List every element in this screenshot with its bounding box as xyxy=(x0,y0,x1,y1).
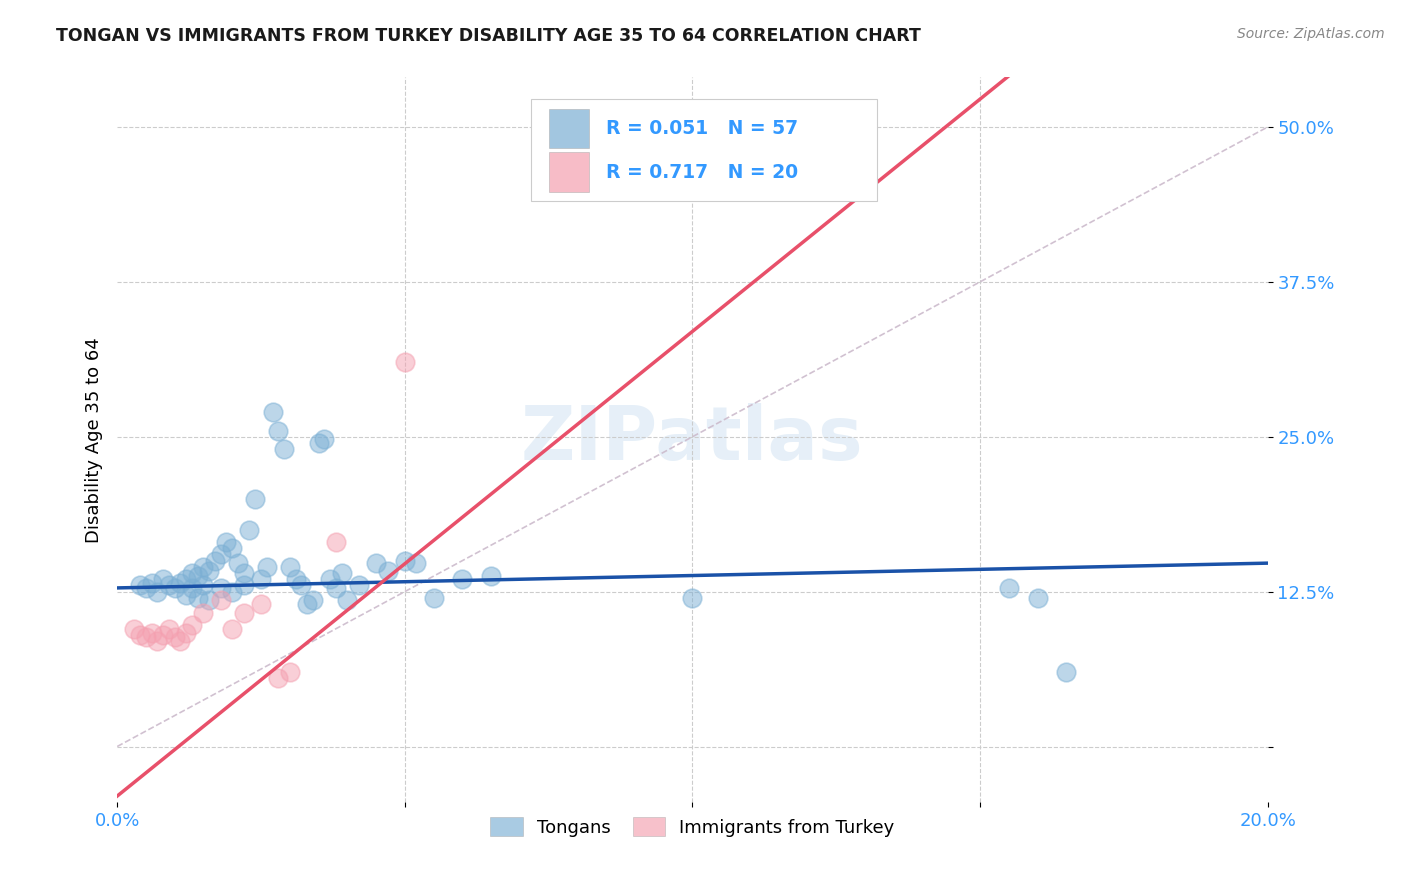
Bar xyxy=(548,153,589,192)
Bar xyxy=(548,109,589,148)
Legend: Tongans, Immigrants from Turkey: Tongans, Immigrants from Turkey xyxy=(482,810,901,844)
Point xyxy=(221,622,243,636)
Point xyxy=(135,581,157,595)
Point xyxy=(278,665,301,680)
Point xyxy=(394,355,416,369)
Point xyxy=(295,597,318,611)
Point xyxy=(157,622,180,636)
Point xyxy=(479,568,502,582)
Point xyxy=(301,593,323,607)
Point xyxy=(681,591,703,605)
Point xyxy=(347,578,370,592)
Point xyxy=(198,564,221,578)
Point xyxy=(157,578,180,592)
Point xyxy=(169,576,191,591)
Point xyxy=(325,581,347,595)
Point xyxy=(308,436,330,450)
Point xyxy=(129,628,152,642)
Point xyxy=(187,568,209,582)
Point xyxy=(319,572,342,586)
Point xyxy=(141,576,163,591)
Point xyxy=(215,535,238,549)
Point xyxy=(1026,591,1049,605)
Point xyxy=(181,581,204,595)
Point xyxy=(174,572,197,586)
Point xyxy=(152,572,174,586)
Text: Source: ZipAtlas.com: Source: ZipAtlas.com xyxy=(1237,27,1385,41)
Point xyxy=(193,578,215,592)
Point xyxy=(209,593,232,607)
Y-axis label: Disability Age 35 to 64: Disability Age 35 to 64 xyxy=(86,337,103,542)
Point xyxy=(221,584,243,599)
Point xyxy=(209,548,232,562)
Point xyxy=(232,606,254,620)
Point xyxy=(377,564,399,578)
Point xyxy=(284,572,307,586)
Point xyxy=(998,581,1021,595)
Point xyxy=(124,622,146,636)
Point xyxy=(232,578,254,592)
Point xyxy=(422,591,444,605)
Point xyxy=(204,554,226,568)
Point xyxy=(232,566,254,580)
Point xyxy=(262,405,284,419)
Text: R = 0.051   N = 57: R = 0.051 N = 57 xyxy=(606,119,799,138)
Point xyxy=(1054,665,1077,680)
Point xyxy=(394,554,416,568)
Point xyxy=(135,631,157,645)
Bar xyxy=(531,99,876,201)
Point xyxy=(273,442,295,457)
Text: TONGAN VS IMMIGRANTS FROM TURKEY DISABILITY AGE 35 TO 64 CORRELATION CHART: TONGAN VS IMMIGRANTS FROM TURKEY DISABIL… xyxy=(56,27,921,45)
Point xyxy=(336,593,359,607)
Point xyxy=(174,625,197,640)
Point xyxy=(451,572,474,586)
Point xyxy=(238,523,260,537)
Point xyxy=(193,559,215,574)
Point xyxy=(226,556,249,570)
Point xyxy=(174,588,197,602)
Point xyxy=(181,618,204,632)
Point xyxy=(193,606,215,620)
Point xyxy=(169,634,191,648)
Point xyxy=(221,541,243,556)
Point xyxy=(141,625,163,640)
Point xyxy=(405,556,427,570)
Text: ZIPatlas: ZIPatlas xyxy=(522,403,863,476)
Text: R = 0.717   N = 20: R = 0.717 N = 20 xyxy=(606,162,799,182)
Point xyxy=(152,628,174,642)
Point xyxy=(267,424,290,438)
Point xyxy=(278,559,301,574)
Point xyxy=(250,572,273,586)
Point xyxy=(314,432,336,446)
Point xyxy=(325,535,347,549)
Point xyxy=(245,491,267,506)
Point xyxy=(163,631,186,645)
Point xyxy=(181,566,204,580)
Point xyxy=(330,566,353,580)
Point xyxy=(187,591,209,605)
Point xyxy=(209,581,232,595)
Point xyxy=(198,593,221,607)
Point xyxy=(290,578,312,592)
Point xyxy=(146,584,169,599)
Point xyxy=(267,672,290,686)
Point xyxy=(146,634,169,648)
Point xyxy=(256,559,278,574)
Point xyxy=(250,597,273,611)
Point xyxy=(129,578,152,592)
Point xyxy=(163,581,186,595)
Point xyxy=(364,556,387,570)
